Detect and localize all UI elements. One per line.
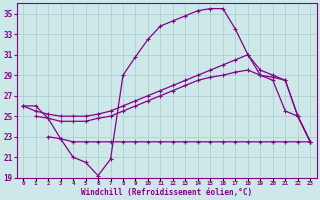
X-axis label: Windchill (Refroidissement éolien,°C): Windchill (Refroidissement éolien,°C) <box>81 188 252 197</box>
